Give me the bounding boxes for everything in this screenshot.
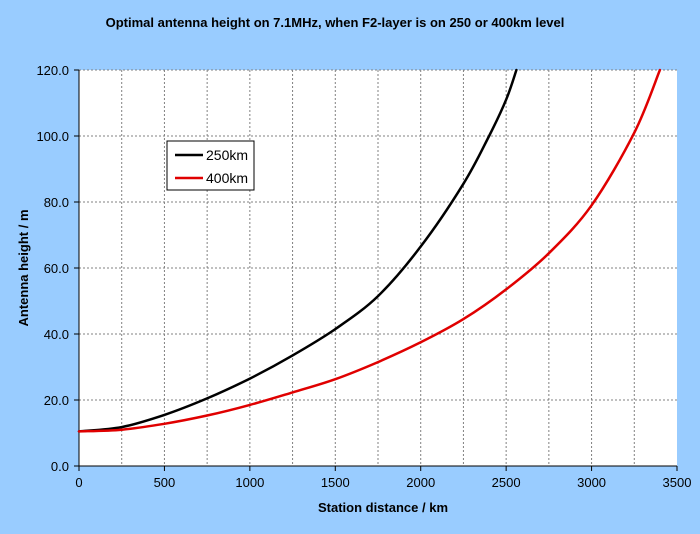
x-tick-label: 1000 — [235, 475, 264, 490]
x-tick-label: 2500 — [492, 475, 521, 490]
legend-label-400km: 400km — [206, 170, 248, 186]
grid — [79, 69, 677, 466]
x-tick-label: 500 — [154, 475, 176, 490]
legend-box — [166, 140, 255, 191]
series-layer — [77, 68, 662, 433]
y-axis-title: Antenna height / m — [16, 210, 31, 327]
x-tick-label: 0 — [75, 475, 82, 490]
y-tick-label: 20.0 — [44, 393, 69, 408]
series-line-250km — [77, 68, 518, 433]
x-tick-label: 2000 — [406, 475, 435, 490]
chart-title: Optimal antenna height on 7.1MHz, when F… — [106, 15, 565, 30]
y-tick-label: 100.0 — [36, 129, 69, 144]
x-tick-label: 1500 — [321, 475, 350, 490]
legend: 250km 400km — [166, 140, 255, 191]
legend-label-250km: 250km — [206, 147, 248, 163]
x-tick-label: 3000 — [577, 475, 606, 490]
axes — [74, 69, 678, 471]
x-tick-label: 3500 — [663, 475, 692, 490]
y-tick-label: 60.0 — [44, 261, 69, 276]
y-tick-label: 0.0 — [51, 459, 69, 474]
series-line-400km — [77, 68, 662, 433]
tick-labels: 0 500 1000 1500 2000 2500 3000 3500 0.0 20.0 40.0 6… — [36, 63, 691, 490]
y-tick-label: 120.0 — [36, 63, 69, 78]
y-tick-label: 40.0 — [44, 327, 69, 342]
x-axis-title: Station distance / km — [318, 500, 448, 515]
y-tick-label: 80.0 — [44, 195, 69, 210]
